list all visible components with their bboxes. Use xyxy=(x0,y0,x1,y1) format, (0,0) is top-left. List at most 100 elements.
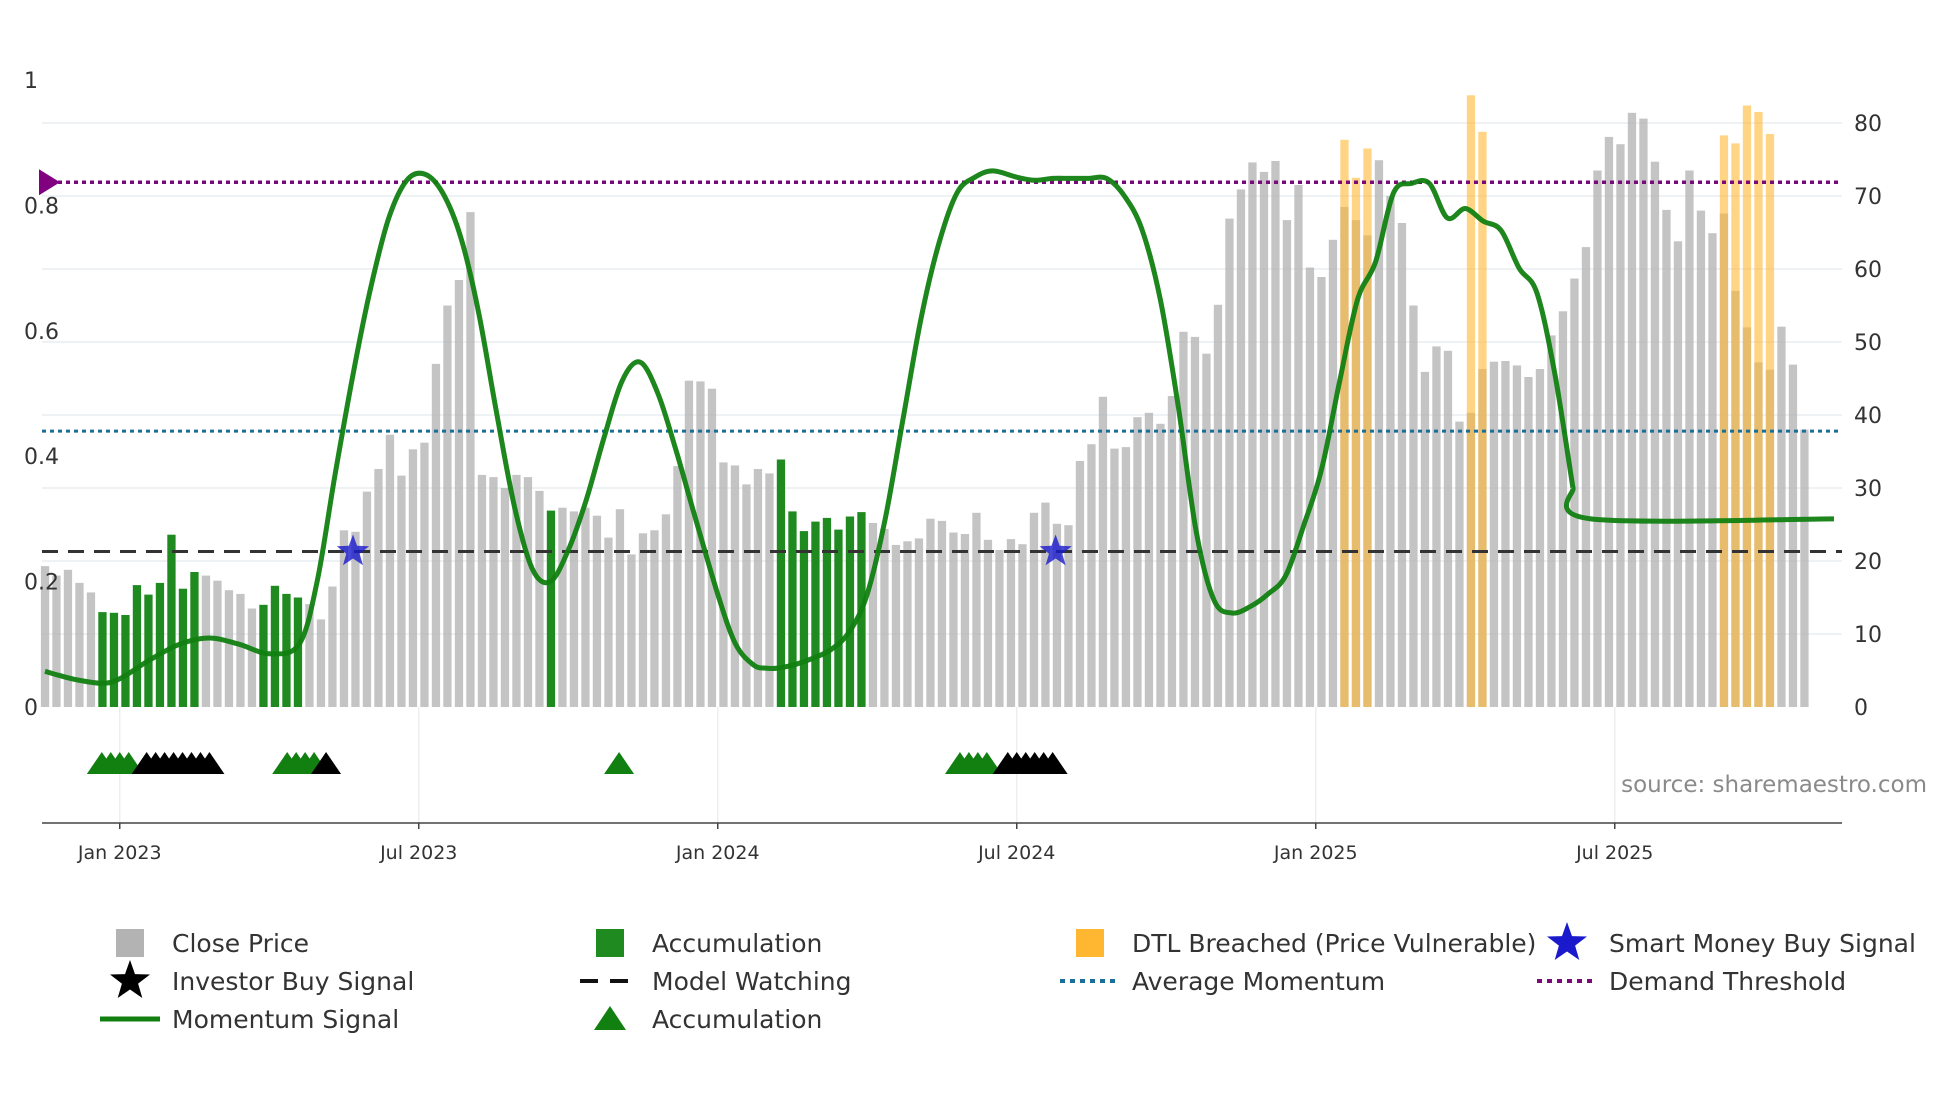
legend-swatch xyxy=(596,929,624,957)
accumulation-bar xyxy=(822,517,832,707)
close-price-bar xyxy=(1547,335,1556,707)
momentum-signal-line xyxy=(44,168,1576,686)
close-price-bar xyxy=(1489,361,1499,707)
close-price-bar xyxy=(75,582,84,707)
close-price-bar xyxy=(1052,523,1062,707)
close-price-bar xyxy=(1133,417,1142,707)
close-price-bar xyxy=(1455,421,1464,707)
close-price-bar xyxy=(1144,412,1154,707)
close-price-bar xyxy=(753,469,763,707)
close-price-bar xyxy=(1524,377,1533,707)
close-price-bar xyxy=(385,434,395,707)
close-price-bar xyxy=(1282,220,1292,707)
close-price-bar xyxy=(914,538,924,707)
close-price-bar xyxy=(604,537,613,707)
close-price-bar xyxy=(1202,353,1211,707)
accumulation-bar xyxy=(109,612,119,707)
accumulation-bar xyxy=(167,534,176,707)
close-price-bar xyxy=(627,554,636,707)
close-price-bar xyxy=(1800,429,1809,707)
close-price-bar xyxy=(1248,162,1257,707)
close-price-bar xyxy=(374,469,383,707)
close-price-bar xyxy=(558,507,567,707)
close-price-bar xyxy=(1075,461,1085,707)
x-tick-label: Jan 2025 xyxy=(1273,842,1358,864)
close-price-bar xyxy=(40,566,50,707)
legend-label: Investor Buy Signal xyxy=(172,967,414,996)
close-price-bar xyxy=(903,541,912,707)
close-price-bar xyxy=(52,575,61,707)
close-price-bar xyxy=(719,462,728,707)
legend-label: Accumulation xyxy=(652,929,822,958)
close-price-bar xyxy=(1156,423,1165,707)
legend-label: Momentum Signal xyxy=(172,1005,399,1034)
source-label: source: sharemaestro.com xyxy=(1621,772,1927,798)
legend-item: Model Watching xyxy=(580,967,852,996)
legend-label: Close Price xyxy=(172,929,309,958)
investor-buy-marker xyxy=(1037,752,1068,774)
accumulation-bar xyxy=(132,585,142,707)
close-price-bar xyxy=(1685,170,1694,707)
legend-label: Average Momentum xyxy=(1132,967,1385,996)
close-price-bar xyxy=(328,586,337,707)
close-price-bar xyxy=(1708,233,1717,707)
legend-item: Investor Buy Signal xyxy=(110,960,414,998)
y-right-tick-label: 30 xyxy=(1854,477,1882,502)
legend-layer: Close Price Accumulation DTL Breached (Pri… xyxy=(100,922,1916,1034)
y-left-tick-label: 0.2 xyxy=(24,571,59,596)
close-price-bar xyxy=(1570,278,1579,707)
dtl-breached-bar xyxy=(1478,131,1487,708)
y-right-tick-label: 0 xyxy=(1854,696,1868,721)
close-price-bar xyxy=(86,592,96,707)
close-price-bar xyxy=(1386,196,1395,707)
dtl-breached-bar xyxy=(1765,134,1775,707)
x-tick-label: Jul 2023 xyxy=(379,842,457,864)
close-price-bar xyxy=(707,388,717,707)
close-price-bar xyxy=(1420,371,1430,707)
close-price-bar xyxy=(1271,161,1280,707)
accumulation-bar xyxy=(788,511,797,707)
close-price-bar xyxy=(1535,369,1545,707)
close-price-bar xyxy=(1064,525,1073,707)
close-price-bar xyxy=(247,608,257,707)
accumulation-bar xyxy=(845,516,855,707)
legend-item: Close Price xyxy=(116,929,309,958)
close-price-bar xyxy=(431,363,441,707)
smart-money-buy-star xyxy=(336,534,370,566)
close-price-bar xyxy=(1650,161,1660,707)
close-price-bar xyxy=(1236,189,1246,707)
y-right-tick-label: 40 xyxy=(1854,404,1882,429)
x-tick-label: Jan 2024 xyxy=(675,842,760,864)
close-price-bar xyxy=(512,474,521,707)
y-right-tick-label: 60 xyxy=(1854,258,1882,283)
accumulation-bar xyxy=(259,604,268,707)
close-price-bar xyxy=(477,474,487,707)
accumulation-marker xyxy=(604,752,635,774)
legend-label: Demand Threshold xyxy=(1609,967,1846,996)
legend-item: Accumulation xyxy=(594,1005,822,1034)
legend-swatch xyxy=(1076,929,1104,957)
close-price-bar xyxy=(1501,361,1510,707)
close-price-bar xyxy=(661,514,671,707)
dtl-breached-bar xyxy=(1363,148,1372,707)
close-price-bar xyxy=(397,475,406,707)
dtl-breached-bar xyxy=(1340,139,1349,708)
x-tick-label: Jul 2024 xyxy=(977,842,1055,864)
legend-triangle-icon xyxy=(594,1006,626,1030)
y-left-tick-label: 0.6 xyxy=(24,320,59,345)
dtl-breached-bar xyxy=(1742,105,1752,707)
y-right-tick-label: 10 xyxy=(1854,623,1882,648)
close-price-bar xyxy=(1374,160,1384,707)
accumulation-bar xyxy=(178,588,188,707)
accumulation-bar xyxy=(270,585,280,707)
close-price-bar xyxy=(1041,502,1050,707)
close-price-bar xyxy=(972,512,981,707)
close-price-bar xyxy=(1121,447,1131,707)
close-price-bar xyxy=(765,473,774,707)
close-price-bar xyxy=(1305,267,1315,707)
close-price-bar xyxy=(305,604,314,707)
close-price-bar xyxy=(1098,396,1108,708)
close-price-bar xyxy=(201,575,211,707)
bar-layer xyxy=(40,95,1809,708)
